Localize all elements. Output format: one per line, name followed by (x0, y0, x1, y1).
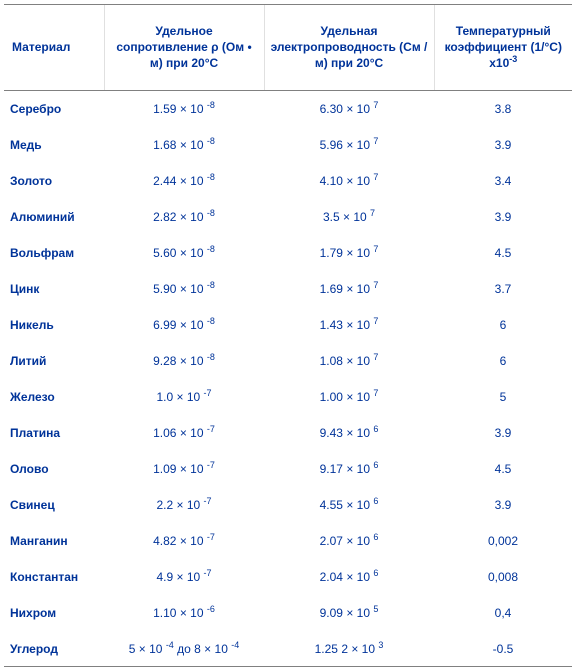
cell-tempcoef: 0,008 (434, 559, 572, 595)
cell-material: Цинк (4, 271, 104, 307)
table-row: Серебро1.59 × 10 -86.30 × 10 73.8 (4, 90, 572, 127)
cell-resistivity: 1.06 × 10 -7 (104, 415, 264, 451)
cell-material: Углерод (4, 631, 104, 667)
cell-conductivity: 4.55 × 10 6 (264, 487, 434, 523)
cell-tempcoef: 5 (434, 379, 572, 415)
table-row: Цинк5.90 × 10 -81.69 × 10 73.7 (4, 271, 572, 307)
table-row: Углерод5 × 10 -4 до 8 × 10 -41.25 2 × 10… (4, 631, 572, 667)
cell-tempcoef: 6 (434, 343, 572, 379)
cell-material: Вольфрам (4, 235, 104, 271)
cell-conductivity: 2.04 × 10 6 (264, 559, 434, 595)
cell-material: Свинец (4, 487, 104, 523)
materials-table: Материал Удельное сопротивление ρ (Ом • … (4, 4, 572, 667)
cell-resistivity: 5.60 × 10 -8 (104, 235, 264, 271)
cell-tempcoef: 3.9 (434, 487, 572, 523)
table-row: Медь1.68 × 10 -85.96 × 10 73.9 (4, 127, 572, 163)
cell-tempcoef: 0,4 (434, 595, 572, 631)
cell-conductivity: 1.43 × 10 7 (264, 307, 434, 343)
cell-resistivity: 4.82 × 10 -7 (104, 523, 264, 559)
cell-tempcoef: 3.4 (434, 163, 572, 199)
cell-resistivity: 2.82 × 10 -8 (104, 199, 264, 235)
cell-conductivity: 1.00 × 10 7 (264, 379, 434, 415)
table-row: Золото2.44 × 10 -84.10 × 10 73.4 (4, 163, 572, 199)
header-row: Материал Удельное сопротивление ρ (Ом • … (4, 5, 572, 91)
cell-material: Нихром (4, 595, 104, 631)
table-row: Вольфрам5.60 × 10 -81.79 × 10 74.5 (4, 235, 572, 271)
cell-conductivity: 5.96 × 10 7 (264, 127, 434, 163)
cell-resistivity: 5.90 × 10 -8 (104, 271, 264, 307)
cell-tempcoef: 6 (434, 307, 572, 343)
header-tempcoef-exp: -3 (509, 54, 517, 64)
cell-material: Золото (4, 163, 104, 199)
cell-resistivity: 1.68 × 10 -8 (104, 127, 264, 163)
table-row: Литий9.28 × 10 -81.08 × 10 76 (4, 343, 572, 379)
table-row: Нихром1.10 × 10 -69.09 × 10 50,4 (4, 595, 572, 631)
cell-conductivity: 3.5 × 10 7 (264, 199, 434, 235)
cell-material: Константан (4, 559, 104, 595)
cell-resistivity: 1.59 × 10 -8 (104, 90, 264, 127)
cell-tempcoef: 3.9 (434, 415, 572, 451)
cell-tempcoef: 0,002 (434, 523, 572, 559)
cell-conductivity: 1.69 × 10 7 (264, 271, 434, 307)
header-material: Материал (4, 5, 104, 91)
cell-resistivity: 6.99 × 10 -8 (104, 307, 264, 343)
cell-resistivity: 9.28 × 10 -8 (104, 343, 264, 379)
cell-resistivity: 5 × 10 -4 до 8 × 10 -4 (104, 631, 264, 667)
cell-conductivity: 1.79 × 10 7 (264, 235, 434, 271)
cell-conductivity: 2.07 × 10 6 (264, 523, 434, 559)
cell-material: Манганин (4, 523, 104, 559)
table-row: Константан4.9 × 10 -72.04 × 10 60,008 (4, 559, 572, 595)
cell-tempcoef: 4.5 (434, 235, 572, 271)
cell-tempcoef: -0.5 (434, 631, 572, 667)
cell-material: Железо (4, 379, 104, 415)
cell-resistivity: 2.2 × 10 -7 (104, 487, 264, 523)
cell-material: Олово (4, 451, 104, 487)
cell-conductivity: 9.17 × 10 6 (264, 451, 434, 487)
cell-material: Алюминий (4, 199, 104, 235)
cell-tempcoef: 3.9 (434, 199, 572, 235)
table-row: Железо1.0 × 10 -71.00 × 10 75 (4, 379, 572, 415)
table-row: Олово1.09 × 10 -79.17 × 10 64.5 (4, 451, 572, 487)
cell-conductivity: 6.30 × 10 7 (264, 90, 434, 127)
header-conductivity: Удельная электропроводность (См / м) при… (264, 5, 434, 91)
cell-tempcoef: 3.8 (434, 90, 572, 127)
table-row: Платина1.06 × 10 -79.43 × 10 63.9 (4, 415, 572, 451)
cell-resistivity: 1.0 × 10 -7 (104, 379, 264, 415)
cell-material: Серебро (4, 90, 104, 127)
table-row: Алюминий2.82 × 10 -83.5 × 10 73.9 (4, 199, 572, 235)
cell-resistivity: 4.9 × 10 -7 (104, 559, 264, 595)
cell-resistivity: 2.44 × 10 -8 (104, 163, 264, 199)
cell-conductivity: 9.43 × 10 6 (264, 415, 434, 451)
table-row: Манганин4.82 × 10 -72.07 × 10 60,002 (4, 523, 572, 559)
cell-material: Никель (4, 307, 104, 343)
table-row: Свинец2.2 × 10 -74.55 × 10 63.9 (4, 487, 572, 523)
cell-conductivity: 9.09 × 10 5 (264, 595, 434, 631)
cell-resistivity: 1.10 × 10 -6 (104, 595, 264, 631)
header-tempcoef-text: Температурный коэффициент (1/°C) х10 (445, 24, 562, 70)
cell-tempcoef: 3.9 (434, 127, 572, 163)
header-tempcoef: Температурный коэффициент (1/°C) х10-3 (434, 5, 572, 91)
cell-material: Литий (4, 343, 104, 379)
cell-material: Платина (4, 415, 104, 451)
cell-resistivity: 1.09 × 10 -7 (104, 451, 264, 487)
table-row: Никель6.99 × 10 -81.43 × 10 76 (4, 307, 572, 343)
cell-material: Медь (4, 127, 104, 163)
cell-tempcoef: 3.7 (434, 271, 572, 307)
cell-conductivity: 1.25 2 × 10 3 (264, 631, 434, 667)
cell-conductivity: 1.08 × 10 7 (264, 343, 434, 379)
cell-tempcoef: 4.5 (434, 451, 572, 487)
header-resistivity: Удельное сопротивление ρ (Ом • м) при 20… (104, 5, 264, 91)
cell-conductivity: 4.10 × 10 7 (264, 163, 434, 199)
